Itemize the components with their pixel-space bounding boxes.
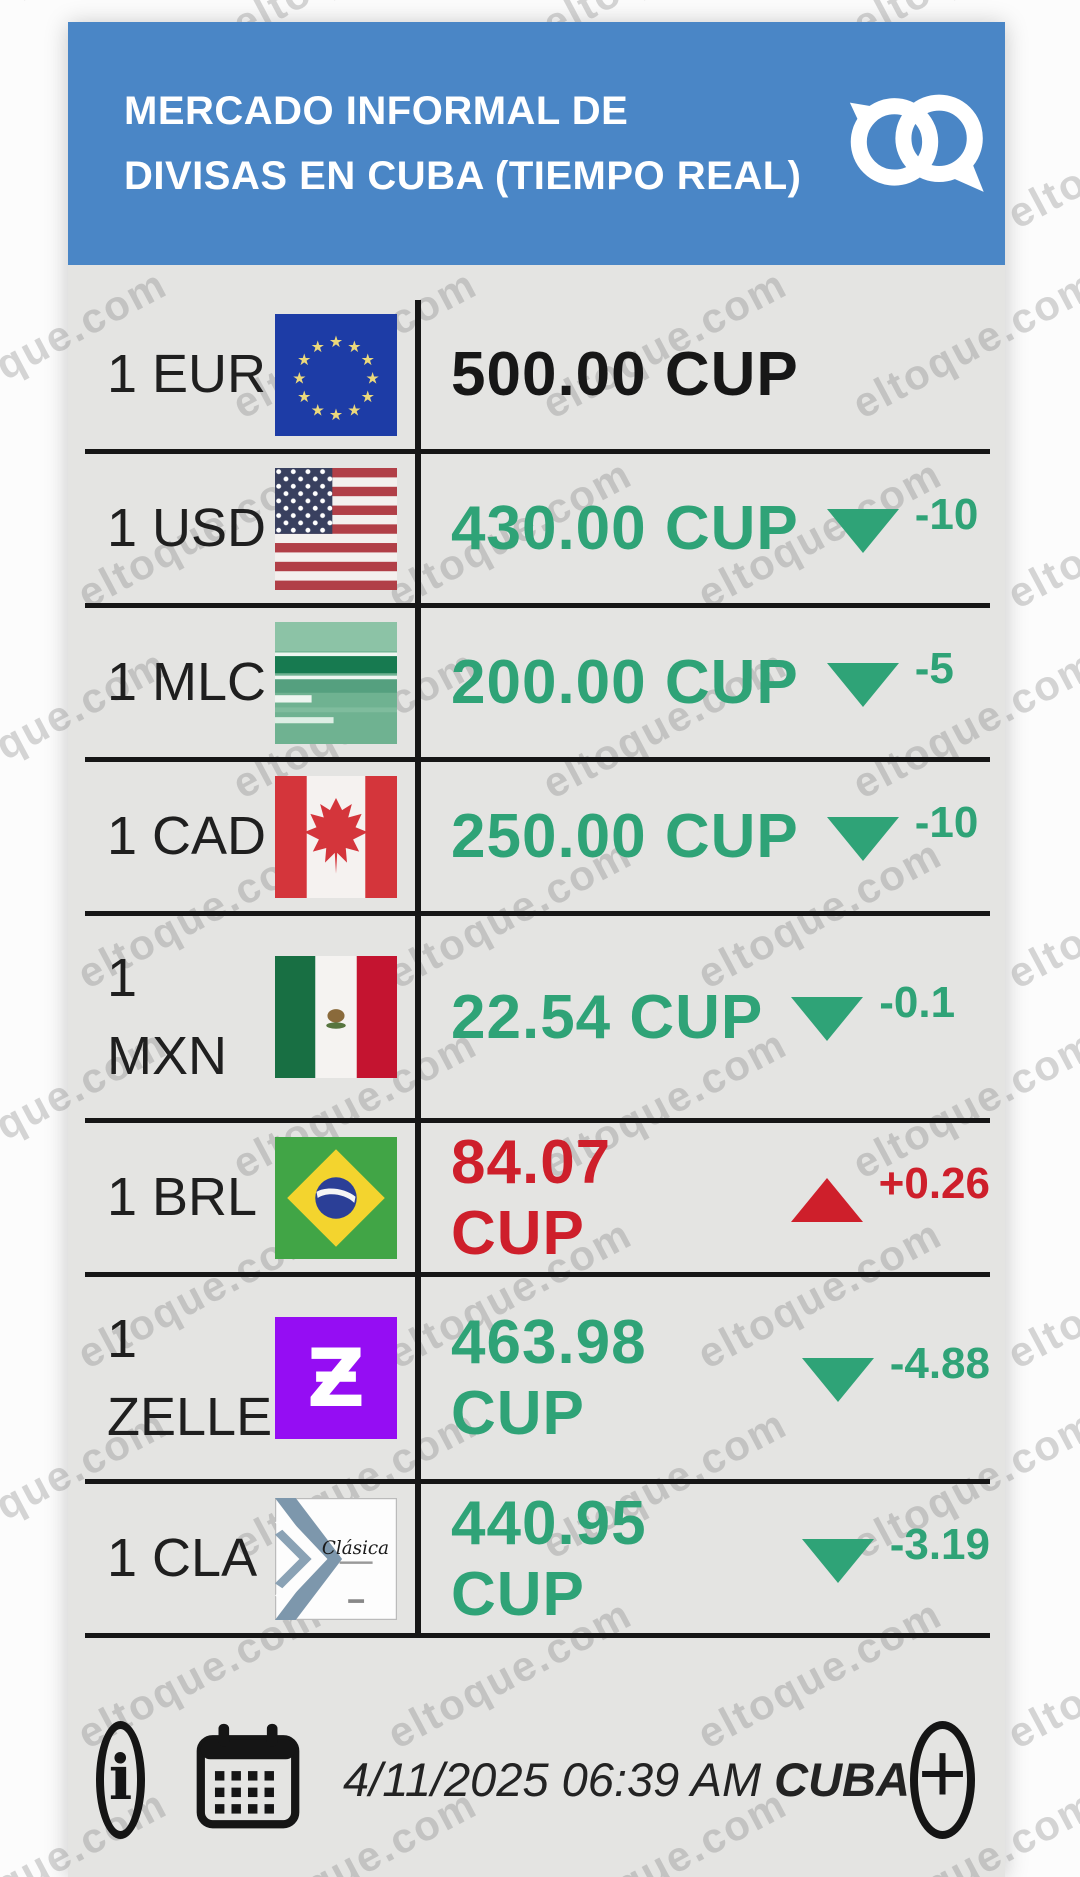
title-line-1: MERCADO INFORMAL DE: [124, 88, 629, 133]
mlc-card-icon: [275, 621, 397, 744]
svg-text:★: ★: [292, 368, 306, 387]
currency-label: 1 CAD: [107, 806, 267, 867]
rate-row-mlc: 1 MLC 200.00 CUP: [85, 608, 990, 762]
rate-value: 200.00 CUP: [451, 648, 799, 717]
trend-up-icon: [790, 1177, 863, 1222]
trend-down-icon: [801, 1538, 874, 1583]
svg-text:★: ★: [329, 331, 343, 350]
trend-down-icon: [826, 662, 899, 707]
rate-delta: -10: [914, 797, 979, 847]
info-button[interactable]: i: [96, 1720, 145, 1839]
svg-text:★: ★: [311, 336, 325, 355]
clasica-card-icon: Clásica: [275, 1497, 397, 1620]
rate-value: 430.00 CUP: [451, 494, 799, 563]
rate-delta: -10: [914, 489, 979, 539]
trend-down-icon: [826, 508, 899, 553]
rates-table: 1 EUR ★ ★ ★ ★ ★ ★ ★ ★ ★ ★ ★ ★ 500.00 CUP: [85, 300, 990, 1638]
rate-row-mxn: 1 MXN 22.54 CUP -0.1: [85, 916, 990, 1123]
rate-value: 500.00 CUP: [451, 340, 799, 409]
column-divider: [415, 300, 421, 1638]
currency-label: 1 MXN: [107, 947, 227, 1086]
add-button[interactable]: +: [909, 1720, 975, 1839]
currency-label: 1 MLC: [107, 652, 267, 713]
currency-label: 1 ZELLE: [107, 1308, 273, 1447]
title-line-2: DIVISAS EN CUBA (TIEMPO REAL): [124, 153, 802, 198]
svg-text:★: ★: [361, 350, 375, 369]
svg-text:★: ★: [297, 350, 311, 369]
rate-row-cad: 1 CAD 250.00 CUP -10: [85, 762, 990, 916]
rate-delta: -4.88: [889, 1339, 990, 1388]
mexico-flag-icon: [275, 956, 397, 1078]
zelle-glyph: Ƶ: [306, 1331, 365, 1425]
rate-row-brl: 1 BRL 84.07 CUP +0.26: [85, 1123, 990, 1277]
rate-value: 440.95 CUP: [451, 1488, 647, 1629]
calendar-icon: [196, 1723, 300, 1829]
rate-row-usd: 1 USD: [85, 454, 990, 608]
rate-row-zelle: 1 ZELLE Ƶ 463.98 CUP -4.88: [85, 1277, 990, 1484]
trend-down-icon: [791, 997, 864, 1041]
svg-text:★: ★: [311, 400, 325, 419]
svg-text:★: ★: [347, 400, 361, 419]
rate-value: 250.00 CUP: [451, 802, 799, 871]
rate-row-eur: 1 EUR ★ ★ ★ ★ ★ ★ ★ ★ ★ ★ ★ ★ 500.00 CUP: [85, 300, 990, 454]
zelle-logo-icon: Ƶ: [275, 1317, 397, 1439]
plus-icon: +: [917, 1726, 967, 1820]
svg-text:★: ★: [347, 336, 361, 355]
canada-flag-icon: [275, 775, 397, 898]
info-icon: i: [108, 1741, 133, 1814]
svg-text:★: ★: [297, 386, 311, 405]
rate-delta: -3.19: [889, 1519, 990, 1569]
rate-value: 22.54 CUP: [451, 982, 764, 1052]
calendar-button[interactable]: [189, 1718, 307, 1841]
timestamp: 4/11/2025 06:39 AM CUBA: [343, 1752, 910, 1807]
currency-label: 1 EUR: [107, 344, 267, 405]
footer: i 4/11/2025 06:39 AM CUBA +: [68, 1718, 1005, 1841]
eltoque-logo-icon: [839, 83, 991, 204]
region-label: CUBA: [774, 1753, 910, 1806]
card-header: MERCADO INFORMAL DE DIVISAS EN CUBA (TIE…: [68, 22, 1005, 265]
svg-text:★: ★: [361, 386, 375, 405]
currency-label: 1 BRL: [107, 1167, 258, 1228]
svg-text:★: ★: [329, 405, 343, 424]
svg-text:★: ★: [365, 368, 379, 387]
rates-widget-card: MERCADO INFORMAL DE DIVISAS EN CUBA (TIE…: [68, 22, 1005, 1877]
us-flag-icon: [275, 467, 397, 590]
rate-value: 84.07 CUP: [451, 1127, 612, 1268]
currency-label: 1 CLA: [107, 1528, 258, 1589]
trend-down-icon: [801, 1358, 874, 1402]
rate-row-cla: 1 CLA Clásica 440.95 CUP -3.19: [85, 1484, 990, 1638]
rate-delta: -5: [914, 643, 954, 693]
timestamp-text: 4/11/2025 06:39 AM: [343, 1753, 775, 1806]
widget-title: MERCADO INFORMAL DE DIVISAS EN CUBA (TIE…: [124, 79, 802, 209]
currency-label: 1 USD: [107, 498, 267, 559]
eu-flag-icon: ★ ★ ★ ★ ★ ★ ★ ★ ★ ★ ★ ★: [275, 313, 397, 436]
rate-delta: -0.1: [879, 978, 956, 1027]
trend-down-icon: [826, 816, 899, 861]
rate-value: 463.98 CUP: [451, 1308, 647, 1448]
rate-delta: +0.26: [878, 1158, 990, 1208]
clasica-label: Clásica: [322, 1538, 389, 1559]
brazil-flag-icon: [275, 1136, 397, 1259]
